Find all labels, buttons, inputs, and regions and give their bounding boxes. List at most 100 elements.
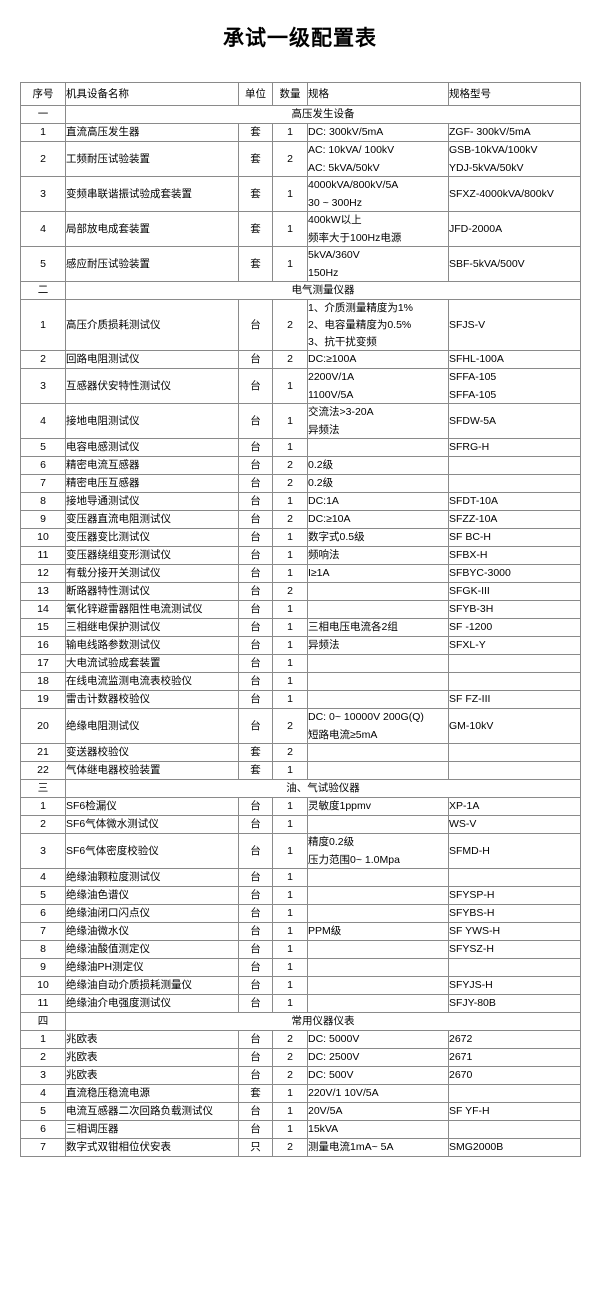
- cell-quantity: 1: [272, 922, 308, 941]
- cell-specification: 15kVA: [307, 1120, 449, 1139]
- cell-seq: 8: [20, 940, 66, 959]
- cell-seq: 21: [20, 743, 66, 762]
- cell-model-number: SMG2000B: [448, 1138, 581, 1157]
- section-header-row: 一高压发生设备: [20, 105, 581, 124]
- table-row: 4 局部放电成套装置套 1 400kW以上 频率大于100Hz电源 JFD-2000A: [20, 211, 581, 247]
- column-header-qty: 数量: [272, 82, 308, 106]
- cell-equipment-name: 接地导通测试仪: [65, 492, 239, 511]
- cell-quantity: 1: [272, 815, 308, 834]
- cell-specification: [307, 743, 449, 762]
- column-header-model: 规格型号: [448, 82, 581, 106]
- table-row: 1 兆欧表台 2 DC: 5000V 2672: [20, 1030, 581, 1049]
- cell-quantity: 2: [272, 743, 308, 762]
- cell-equipment-name: 断路器特性测试仪: [65, 582, 239, 601]
- table-row: 5 电流互感器二次回路负载测试仪台 1 20V/5A SF YF-H: [20, 1102, 581, 1121]
- cell-model-number: GM-10kV: [448, 708, 581, 744]
- cell-seq: 11: [20, 546, 66, 565]
- cell-seq: 1: [20, 299, 66, 351]
- cell-unit: 台: [238, 456, 273, 475]
- cell-model-number: SFXL-Y: [448, 636, 581, 655]
- cell-specification: [307, 600, 449, 619]
- cell-unit: 台: [238, 1030, 273, 1049]
- cell-quantity: 1: [272, 904, 308, 923]
- cell-equipment-name: 精密电流互感器: [65, 456, 239, 475]
- cell-unit: 台: [238, 1120, 273, 1139]
- cell-unit: 套: [238, 211, 273, 247]
- cell-unit: 台: [238, 690, 273, 709]
- cell-seq: 4: [20, 868, 66, 887]
- cell-unit: 台: [238, 510, 273, 529]
- cell-specification: [307, 672, 449, 691]
- cell-seq: 7: [20, 474, 66, 493]
- cell-model-number: SFJS-V: [448, 299, 581, 351]
- cell-equipment-name: 工频耐压试验装置: [65, 141, 239, 177]
- cell-quantity: 1: [272, 1084, 308, 1103]
- cell-unit: 套: [238, 1084, 273, 1103]
- cell-equipment-name: SF6检漏仪: [65, 797, 239, 816]
- cell-seq: 7: [20, 922, 66, 941]
- cell-equipment-name: 互感器伏安特性测试仪: [65, 368, 239, 404]
- cell-model-number: ZGF- 300kV/5mA: [448, 123, 581, 142]
- section-header-row: 二电气测量仪器: [20, 281, 581, 300]
- table-row: 6 精密电流互感器台 2 0.2级: [20, 456, 581, 475]
- column-header-unit: 单位: [238, 82, 273, 106]
- cell-quantity: 1: [272, 618, 308, 637]
- cell-model-number: [448, 1120, 581, 1139]
- cell-equipment-name: 绝缘油酸值测定仪: [65, 940, 239, 959]
- cell-model-number: [448, 1084, 581, 1103]
- table-row: 8 接地导通测试仪台 1 DC:1A SFDT-10A: [20, 492, 581, 511]
- cell-equipment-name: 精密电压互感器: [65, 474, 239, 493]
- cell-equipment-name: 气体继电器校验装置: [65, 761, 239, 780]
- cell-specification: DC: 2500V: [307, 1048, 449, 1067]
- cell-specification: DC: 300kV/5mA: [307, 123, 449, 142]
- cell-model-number: SF YWS-H: [448, 922, 581, 941]
- cell-model-number: SFDT-10A: [448, 492, 581, 511]
- cell-equipment-name: 绝缘油PH测定仪: [65, 958, 239, 977]
- table-row: 5 感应耐压试验装置套 1 5kVA/360V 150Hz SBF-5kVA/500V: [20, 246, 581, 282]
- cell-model-number: SFFA-105 SFFA-105: [448, 368, 581, 404]
- cell-equipment-name: 在线电流监测电流表校验仪: [65, 672, 239, 691]
- cell-quantity: 1: [272, 528, 308, 547]
- cell-seq: 10: [20, 976, 66, 995]
- cell-equipment-name: 绝缘油闭口闪点仪: [65, 904, 239, 923]
- cell-seq: 6: [20, 1120, 66, 1139]
- cell-seq: 12: [20, 564, 66, 583]
- cell-specification: [307, 940, 449, 959]
- cell-unit: 台: [238, 833, 273, 869]
- cell-equipment-name: 雷击计数器校验仪: [65, 690, 239, 709]
- cell-unit: 套: [238, 246, 273, 282]
- cell-equipment-name: 三相继电保护测试仪: [65, 618, 239, 637]
- cell-equipment-name: 兆欧表: [65, 1030, 239, 1049]
- cell-specification: 频响法: [307, 546, 449, 565]
- cell-specification: 数字式0.5级: [307, 528, 449, 547]
- cell-model-number: [448, 958, 581, 977]
- cell-seq: 6: [20, 904, 66, 923]
- cell-model-number: SF BC-H: [448, 528, 581, 547]
- cell-quantity: 1: [272, 438, 308, 457]
- cell-seq: 2: [20, 1048, 66, 1067]
- cell-quantity: 2: [272, 456, 308, 475]
- cell-seq: 6: [20, 456, 66, 475]
- cell-specification: [307, 438, 449, 457]
- cell-unit: 台: [238, 1102, 273, 1121]
- section-title: 油、气试验仪器: [65, 779, 581, 798]
- cell-quantity: 1: [272, 211, 308, 247]
- cell-model-number: [448, 868, 581, 887]
- table-row: 7 绝缘油微水仪台 1 PPM级 SF YWS-H: [20, 922, 581, 941]
- table-row: 3 兆欧表台 2 DC: 500V 2670: [20, 1066, 581, 1085]
- cell-unit: 套: [238, 141, 273, 177]
- cell-seq: 22: [20, 761, 66, 780]
- section-title: 常用仪器仪表: [65, 1012, 581, 1031]
- cell-quantity: 1: [272, 976, 308, 995]
- cell-equipment-name: 有载分接开关测试仪: [65, 564, 239, 583]
- cell-quantity: 1: [272, 761, 308, 780]
- cell-model-number: GSB-10kVA/100kV YDJ-5kVA/50kV: [448, 141, 581, 177]
- cell-unit: 台: [238, 350, 273, 369]
- cell-unit: 台: [238, 904, 273, 923]
- cell-seq: 4: [20, 1084, 66, 1103]
- cell-unit: 台: [238, 976, 273, 995]
- cell-model-number: [448, 456, 581, 475]
- cell-unit: 台: [238, 672, 273, 691]
- cell-unit: 台: [238, 868, 273, 887]
